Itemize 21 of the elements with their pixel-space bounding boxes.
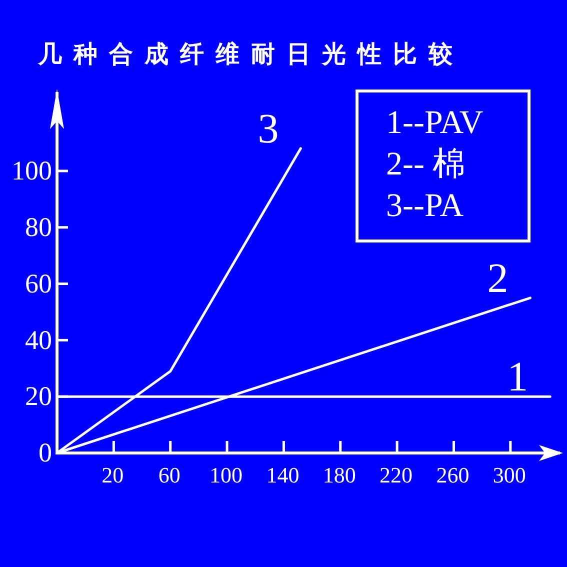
x-tick-label: 180 (322, 462, 356, 488)
y-tick-label: 60 (25, 268, 52, 298)
series-label: 1 (507, 354, 528, 401)
annotation: 2-- 棉 (386, 146, 466, 182)
x-tick-label: 300 (492, 462, 526, 488)
x-tick-label: 140 (266, 462, 300, 488)
series-label: 3 (258, 106, 279, 152)
x-tick-label: 20 (102, 462, 124, 488)
y-tick-label: 40 (25, 324, 52, 355)
annotation: 1--PAV (386, 105, 484, 141)
x-tick-label: 220 (380, 462, 413, 488)
x-tick-label: 60 (158, 462, 180, 488)
y-tick-label: 100 (12, 156, 52, 186)
chart-title: 几种合成纤维耐日光性比较 (37, 40, 464, 68)
y-tick-label: 20 (25, 381, 52, 412)
x-tick-label: 260 (436, 462, 470, 488)
x-tick-label: 100 (210, 462, 243, 488)
y-tick-label: 80 (25, 212, 52, 242)
series-label: 2 (487, 256, 508, 302)
y-tick-label: 0 (38, 438, 52, 468)
annotation: 3--PA (386, 188, 464, 224)
